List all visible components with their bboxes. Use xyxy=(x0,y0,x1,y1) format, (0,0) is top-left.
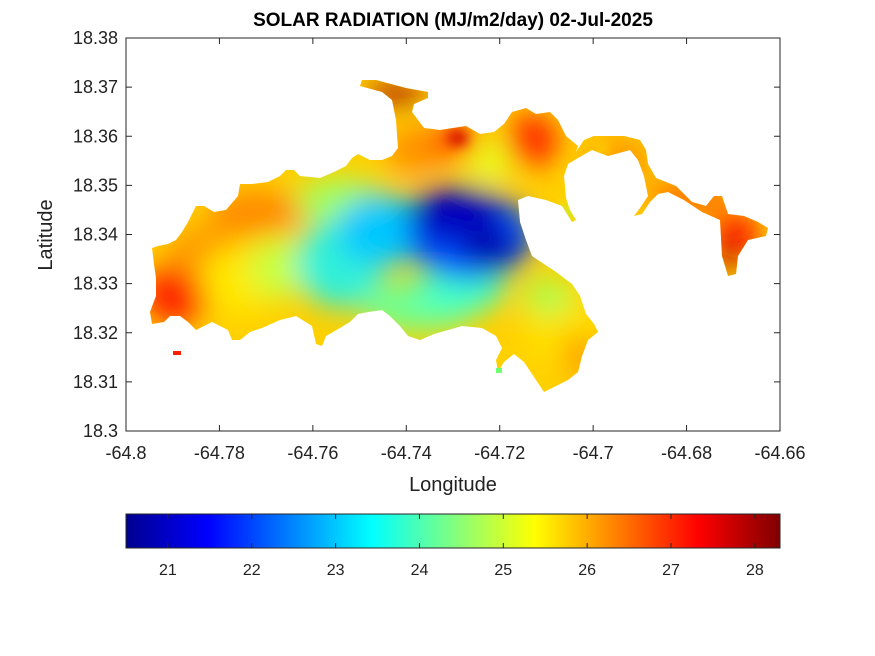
x-tick-label: -64.72 xyxy=(474,443,525,463)
y-tick-label: 18.36 xyxy=(73,126,118,146)
region-north-orange xyxy=(386,126,446,174)
islet-south xyxy=(496,368,502,373)
y-tick-label: 18.37 xyxy=(73,77,118,97)
colorbar-tick-label: 22 xyxy=(243,562,261,579)
y-tick-label: 18.34 xyxy=(73,225,118,245)
x-tick-label: -64.74 xyxy=(381,443,432,463)
colorbar-tick-label: 26 xyxy=(578,562,596,579)
colorbar-tick-label: 21 xyxy=(159,562,177,579)
region-west-green xyxy=(250,238,310,298)
y-tick-label: 18.33 xyxy=(73,274,118,294)
colorbar xyxy=(125,513,781,549)
y-axis: 18.3 18.31 18.32 18.33 18.34 18.35 18.36 18.37 1… xyxy=(73,28,780,441)
x-tick-label: -64.66 xyxy=(754,443,805,463)
colorbar-ticks: 21 22 23 24 25 26 27 28 xyxy=(159,514,764,579)
x-tick-label: -64.68 xyxy=(661,443,712,463)
region-north-red-core xyxy=(448,131,468,145)
x-axis-label: Longitude xyxy=(409,474,497,496)
region-blue-deep xyxy=(462,226,518,270)
y-axis-label: Latitude xyxy=(35,199,57,270)
region-northeast-red xyxy=(506,114,558,166)
y-tick-label: 18.3 xyxy=(83,421,118,441)
y-tick-label: 18.31 xyxy=(73,372,118,392)
islet-west xyxy=(173,351,181,355)
x-axis: -64.8 -64.78 -64.76 -64.74 -64.72 -64.7 -64.68… xyxy=(105,38,806,463)
region-southeast-green xyxy=(524,278,572,314)
x-tick-label: -64.78 xyxy=(194,443,245,463)
y-tick-label: 18.35 xyxy=(73,175,118,195)
y-tick-label: 18.32 xyxy=(73,323,118,343)
region-west-red xyxy=(150,264,210,324)
y-tick-label: 18.38 xyxy=(73,28,118,48)
x-tick-label: -64.8 xyxy=(105,443,146,463)
colorbar-tick-label: 27 xyxy=(662,562,680,579)
x-tick-label: -64.76 xyxy=(287,443,338,463)
region-central-lightblue xyxy=(336,194,428,266)
x-tick-label: -64.7 xyxy=(573,443,614,463)
chart-title: SOLAR RADIATION (MJ/m2/day) 02-Jul-2025 xyxy=(253,10,653,31)
colorbar-tick-label: 23 xyxy=(327,562,345,579)
colorbar-tick-label: 25 xyxy=(494,562,512,579)
colorbar-tick-label: 24 xyxy=(411,562,429,579)
region-north-yellow xyxy=(468,140,512,180)
colorbar-tick-label: 28 xyxy=(746,562,764,579)
